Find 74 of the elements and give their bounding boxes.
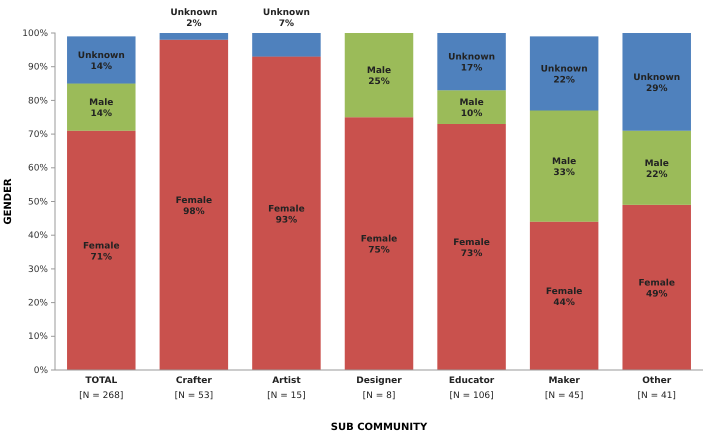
text: Unknown <box>170 8 218 18</box>
data-label: 17% <box>460 64 482 74</box>
data-label: 14% <box>90 62 112 72</box>
text: Female <box>176 196 212 206</box>
bar <box>160 33 228 40</box>
text: Female <box>360 234 398 245</box>
y-tick-label: 100% <box>22 28 48 39</box>
bar <box>344 33 414 118</box>
y-tick-label: 90% <box>28 62 48 73</box>
bar <box>530 222 598 370</box>
y-tick-label: 0% <box>34 366 48 376</box>
data-label: 2% <box>186 19 202 29</box>
y-tick-label: 40% <box>28 231 48 242</box>
bar <box>530 36 598 111</box>
text: Male <box>89 98 114 108</box>
text: Unknown <box>262 8 310 18</box>
x-tick-label: Artist [N = 15] <box>267 376 306 401</box>
y-axis-title: GENDER <box>3 178 14 225</box>
text: Unknown <box>540 64 588 74</box>
y-tick-label: 80% <box>28 96 48 106</box>
text: Female <box>546 286 582 297</box>
bar <box>344 117 414 370</box>
y-tick-label: 70% <box>28 130 48 140</box>
text: Female <box>453 238 490 248</box>
data-label: 10% <box>460 109 482 120</box>
data-label: 93% <box>276 215 298 226</box>
bar <box>67 130 136 370</box>
data-label: 98% <box>183 206 205 217</box>
series-label: Male <box>459 98 484 108</box>
y-tick-label: 20% <box>28 298 48 308</box>
series-label: Unknown <box>78 50 125 61</box>
bar <box>160 40 228 370</box>
text: Female <box>268 204 305 214</box>
data-label: 29% <box>646 84 668 94</box>
data-label: 71% <box>90 252 112 262</box>
bar <box>252 33 321 57</box>
x-tick-label: Crafter [N = 53] <box>174 376 214 401</box>
data-label: 75% <box>368 246 390 256</box>
bar <box>622 130 691 205</box>
data-label: 73% <box>460 248 482 259</box>
bar <box>530 110 598 222</box>
y-tick-label: 50% <box>28 197 48 208</box>
text: Female <box>638 278 675 288</box>
data-label: 49% <box>646 289 668 300</box>
y-tick-label: 10% <box>28 332 48 342</box>
x-axis-title: SUB COMMUNITY <box>330 422 428 433</box>
text: Male <box>366 66 392 76</box>
x-tick-label: Maker [N = 45] <box>544 376 584 401</box>
bar <box>437 124 506 370</box>
bar <box>67 36 136 84</box>
bar <box>437 33 506 90</box>
bar <box>622 33 691 131</box>
bar <box>252 56 321 370</box>
data-label: 22% <box>553 75 575 86</box>
y-tick-label: 60% <box>28 164 48 174</box>
text: Male <box>644 158 669 169</box>
bar <box>622 204 691 370</box>
x-tick-label: Designer [N = 8] <box>356 376 402 401</box>
data-label: 14% <box>90 109 112 120</box>
data-label: 22% <box>646 170 668 180</box>
x-tick-label: Other [N = 41] <box>637 376 676 401</box>
series-label: Female <box>83 241 120 252</box>
bar <box>437 90 506 124</box>
text: Unknown <box>448 52 496 63</box>
x-tick-label: TOTAL [N = 268] <box>79 376 124 401</box>
bar <box>67 84 136 131</box>
text: Unknown <box>633 72 680 83</box>
data-label: 25% <box>368 77 390 88</box>
text: Male <box>552 157 576 168</box>
y-tick-label: 30% <box>28 264 48 275</box>
data-label: 33% <box>553 168 575 178</box>
data-label: 44% <box>553 298 575 308</box>
data-label: 7% <box>278 19 294 29</box>
x-tick-label: Educator [N = 106] <box>448 376 495 401</box>
